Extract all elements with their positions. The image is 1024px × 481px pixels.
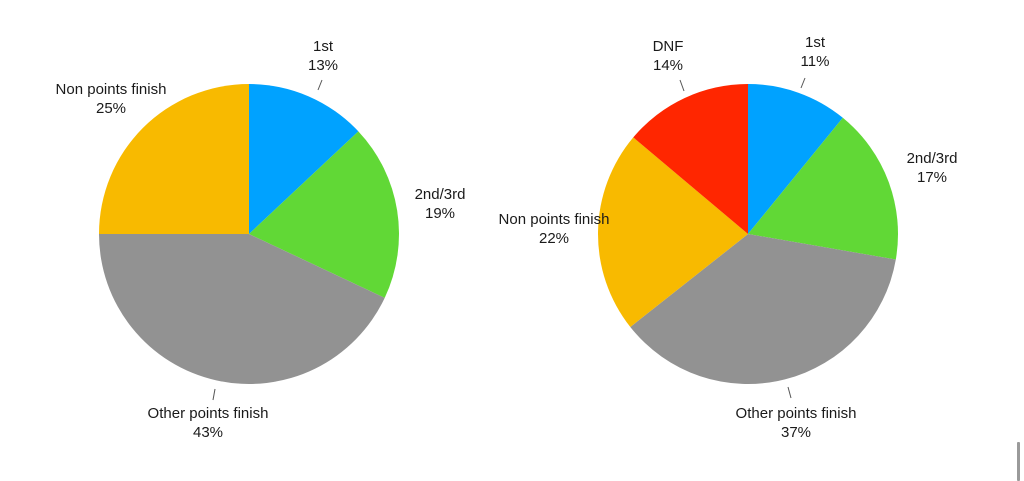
label-pct: 19%	[424, 205, 456, 222]
scrollbar[interactable]	[1017, 442, 1020, 481]
leader-lines	[212, 77, 806, 401]
label-left-1st: 1st 13%	[308, 37, 338, 75]
leader-right-dnf	[679, 79, 685, 92]
label-name: Other points finish	[735, 405, 857, 422]
pie-chart-left	[99, 83, 399, 384]
label-right-2nd3rd: 2nd/3rd 17%	[907, 149, 958, 187]
label-pct: 11%	[800, 53, 830, 70]
label-name: Other points finish	[147, 405, 269, 422]
label-name: 2nd/3rd	[906, 150, 958, 167]
label-right-other-points: Other points finish 37%	[736, 404, 857, 442]
label-pct: 13%	[307, 57, 339, 74]
pie-chart-right	[597, 83, 899, 385]
label-pct: 22%	[538, 230, 570, 247]
pie-slice-1st	[748, 83, 843, 234]
label-name: 2nd/3rd	[414, 186, 466, 203]
label-left-other-points: Other points finish 43%	[148, 404, 269, 442]
label-right-dnf: DNF 14%	[653, 37, 684, 75]
leader-right-1st	[800, 77, 806, 89]
leader-left-other	[212, 388, 216, 401]
pie-slice-other-points-finish	[99, 234, 385, 384]
label-pct: 17%	[916, 169, 948, 186]
label-pct: 14%	[652, 57, 684, 74]
label-left-2nd3rd: 2nd/3rd 19%	[415, 185, 466, 223]
label-left-non-points: Non points finish 25%	[56, 80, 167, 118]
label-name: Non points finish	[498, 211, 610, 228]
label-right-non-points: Non points finish 22%	[499, 210, 610, 248]
leader-right-other	[787, 386, 792, 399]
pie-slice-non-points-finish	[597, 137, 748, 327]
label-name: 1st	[804, 34, 826, 51]
pie-slice-dnf	[633, 83, 748, 234]
pie-slice-2nd-3rd	[748, 117, 899, 260]
pie-slice-1st	[249, 83, 359, 234]
leader-left-1st	[317, 79, 323, 91]
pie-slice-non-points-finish	[99, 84, 249, 234]
pie-slice-other-points-finish	[630, 234, 896, 385]
label-name: DNF	[652, 38, 684, 55]
label-pct: 37%	[780, 424, 812, 441]
label-right-1st: 1st 11%	[801, 33, 830, 71]
label-pct: 25%	[95, 100, 127, 117]
pie-slice-2nd-3rd	[249, 131, 399, 298]
label-name: 1st	[312, 38, 333, 55]
label-name: Non points finish	[55, 81, 167, 98]
label-pct: 43%	[192, 424, 224, 441]
